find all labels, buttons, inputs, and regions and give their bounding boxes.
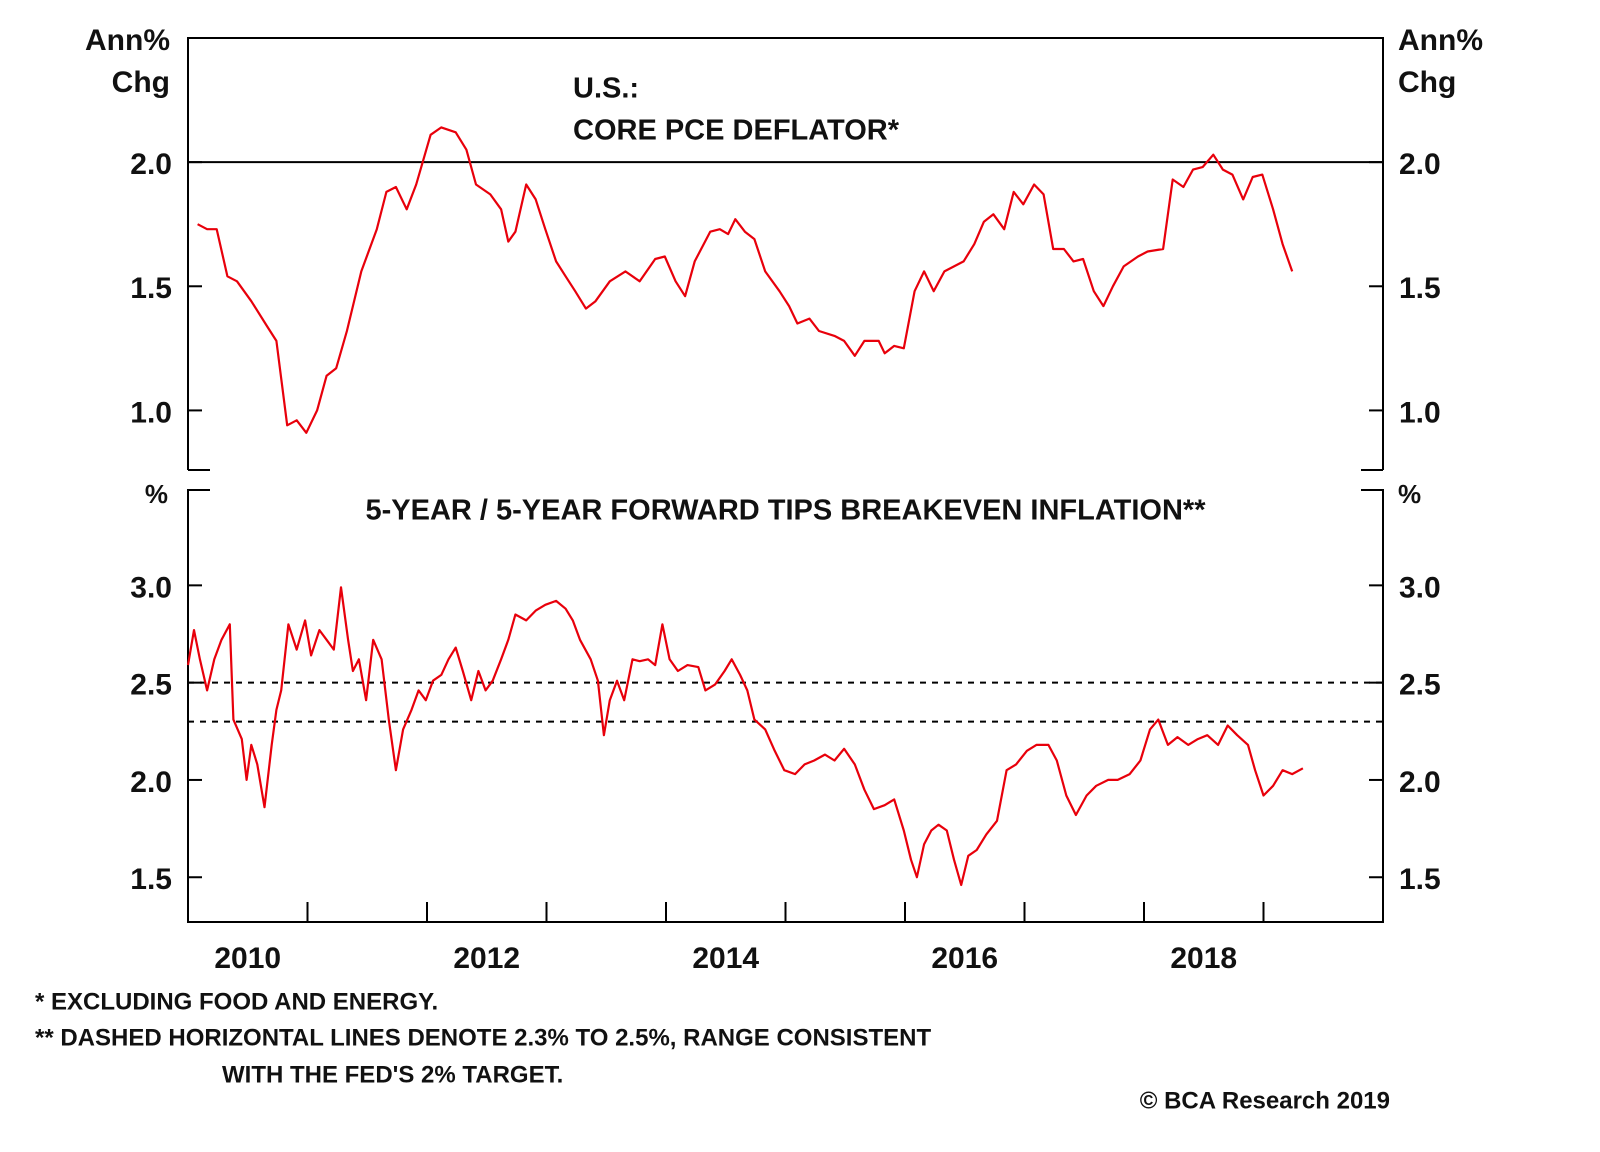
x-tick-label: 2010 [214,942,281,975]
chart-title: U.S.: [573,73,639,105]
data-line [186,586,1304,887]
credit: © BCA Research 2019 [1140,1087,1390,1114]
x-tick-label: 2016 [931,942,998,975]
y-axis-label: Chg [112,66,170,99]
x-tick-label: 2014 [692,942,759,975]
y-tick-label: 3.0 [130,571,172,604]
y-tick-label: 1.0 [1399,396,1441,429]
y-tick-label: 2.0 [1399,766,1441,799]
chart-title: CORE PCE DEFLATOR* [573,115,900,147]
y-tick-label: 2.0 [130,148,172,181]
y-tick-label: 1.5 [130,272,172,305]
y-tick-label: 2.5 [130,669,172,702]
panel-frame [187,37,1384,471]
y-tick-label: 2.5 [1399,669,1441,702]
y-axis-label: % [1398,479,1421,509]
chart-title: 5-YEAR / 5-YEAR FORWARD TIPS BREAKEVEN I… [365,495,1206,527]
y-tick-label: 1.5 [1399,272,1441,305]
panel-frame [187,489,1384,923]
footnote: * EXCLUDING FOOD AND ENERGY. [35,988,438,1015]
y-axis-label: Chg [1398,66,1456,99]
y-tick-label: 1.0 [130,396,172,429]
y-tick-label: 1.5 [1399,863,1441,896]
y-tick-label: 3.0 [1399,571,1441,604]
x-tick-label: 2012 [453,942,520,975]
x-tick-label: 2018 [1170,942,1237,975]
y-tick-label: 2.0 [130,766,172,799]
y-tick-label: 2.0 [1399,148,1441,181]
y-tick-label: 1.5 [130,863,172,896]
y-axis-label: Ann% [1398,24,1483,57]
footnote: WITH THE FED'S 2% TARGET. [222,1061,563,1088]
footnote: ** DASHED HORIZONTAL LINES DENOTE 2.3% T… [35,1024,931,1051]
data-line [197,126,1294,434]
y-axis-label: Ann% [85,24,170,57]
y-axis-label: % [145,479,168,509]
